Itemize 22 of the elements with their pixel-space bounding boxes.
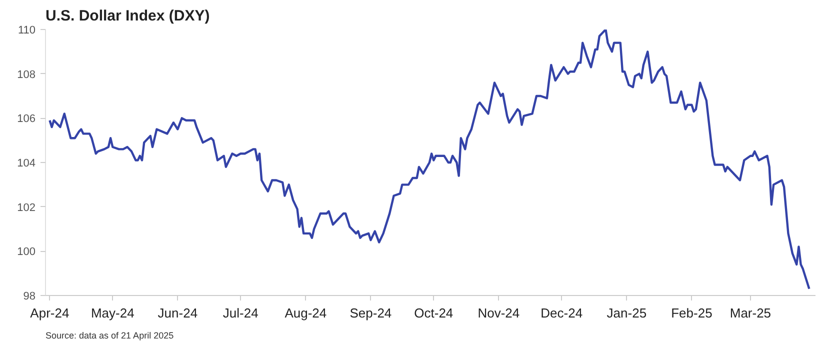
y-tick-label: 104 [17, 158, 36, 170]
x-tick-label: May-24 [90, 306, 134, 320]
x-tick-label: Jun-24 [158, 306, 198, 320]
x-tick-label: Jan-25 [606, 306, 647, 320]
y-tick-label: 98 [23, 290, 36, 302]
x-tick-label: Apr-24 [30, 306, 70, 320]
y-tick-label: 100 [17, 246, 36, 258]
x-tick-label: Dec-24 [540, 306, 583, 320]
x-tick-label: Aug-24 [284, 306, 327, 320]
line-series [48, 30, 810, 290]
source-note: Source: data as of 21 April 2025 [46, 330, 174, 340]
x-tick-label: Feb-25 [671, 306, 712, 320]
chart-title: U.S. Dollar Index (DXY) [46, 8, 210, 24]
y-tick-label: 102 [17, 202, 36, 214]
x-tick-label: Mar-25 [730, 306, 772, 320]
x-tick-label: Oct-24 [414, 306, 454, 320]
x-tick-label: Sep-24 [350, 306, 392, 320]
y-tick-label: 106 [17, 113, 36, 126]
y-tick-label: 108 [17, 68, 36, 81]
x-tick-label: Nov-24 [478, 306, 520, 320]
y-tick-label: 110 [18, 24, 36, 36]
x-tick-label: Jul-24 [222, 306, 258, 320]
